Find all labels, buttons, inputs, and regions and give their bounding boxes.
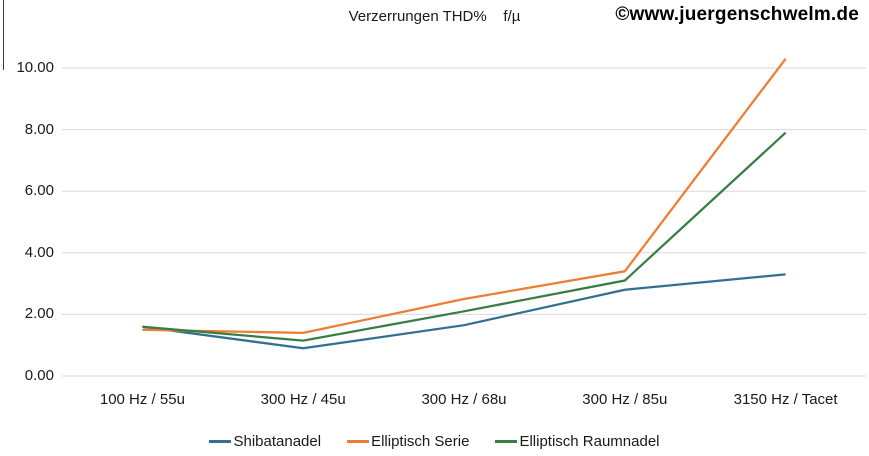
chart-title: Verzerrungen THD% f/µ xyxy=(348,8,521,25)
x-category-label: 3150 Hz / Tacet xyxy=(733,391,838,408)
series-line-elliptisch-serie xyxy=(142,58,787,335)
legend-label: Shibatanadel xyxy=(233,433,322,450)
y-tick-label: 8.00 xyxy=(24,120,54,138)
x-category-label: 300 Hz / 85u xyxy=(582,391,668,408)
watermark: ©www.juergenschwelm.de xyxy=(615,4,859,25)
y-tick-label: 0.00 xyxy=(24,367,54,384)
legend-label: Elliptisch Raumnadel xyxy=(519,433,660,450)
x-category-label: 300 Hz / 45u xyxy=(260,391,346,408)
legend-line-marker-icon xyxy=(495,440,518,443)
legend-item-elliptisch-raumnadel: Elliptisch Raumnadel xyxy=(495,433,660,450)
x-category-label: 300 Hz / 68u xyxy=(421,391,507,408)
y-tick-label: 10.00 xyxy=(16,59,54,76)
legend-line-marker-icon xyxy=(209,440,232,443)
screen-edge-artifact xyxy=(3,0,4,70)
legend-item-elliptisch-serie: Elliptisch Serie xyxy=(347,433,469,450)
legend-item-shibatanadel: Shibatanadel xyxy=(209,433,321,450)
y-tick-label: 6.00 xyxy=(24,182,54,200)
legend-line-marker-icon xyxy=(347,440,370,443)
legend-label: Elliptisch Serie xyxy=(371,433,470,450)
legend: Shibatanadel Elliptisch Serie Elliptisch R… xyxy=(0,433,869,450)
y-tick-label: 2.00 xyxy=(24,305,54,323)
x-category-label: 100 Hz / 55u xyxy=(99,391,185,408)
y-tick-label: 4.00 xyxy=(24,243,54,261)
series-line-elliptisch-raumnadel xyxy=(142,131,787,342)
series-line-shibatanadel xyxy=(142,273,786,350)
